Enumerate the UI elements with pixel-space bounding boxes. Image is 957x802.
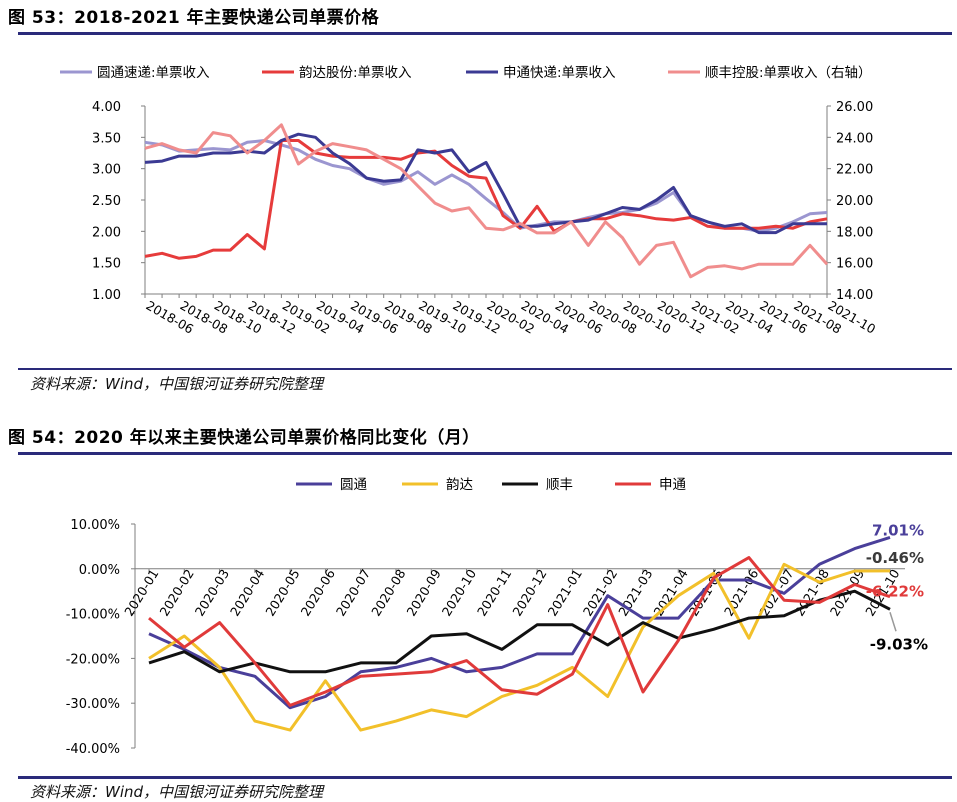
c54-legend-label-1: 韵达 — [446, 477, 473, 493]
c54-end-label-2: -6.22% — [866, 583, 924, 601]
c53-right-tick-label: 24.00 — [836, 131, 873, 146]
figure-53-top-rule — [18, 32, 952, 35]
c53-left-tick-label: 3.00 — [92, 163, 121, 178]
c53-left-tick-label: 4.00 — [92, 100, 121, 115]
c53-right-tick-label: 16.00 — [836, 257, 873, 272]
c54-end-label-0: 7.01% — [872, 521, 924, 539]
c54-y-tick-label: -20.00% — [66, 652, 120, 667]
c53-right-tick-label: 14.00 — [836, 288, 873, 303]
c53-left-tick-label: 2.50 — [92, 194, 121, 209]
figure-54-source: 资料来源：Wind，中国银河证券研究院整理 — [30, 783, 324, 801]
figure-54-bottom-rule — [18, 776, 952, 779]
c53-legend-label-0: 圆通速递:单票收入 — [97, 65, 210, 81]
c53-legend-label-1: 韵达股份:单票收入 — [299, 65, 412, 81]
c53-legend-label-2: 申通快递:单票收入 — [503, 65, 616, 81]
c53-left-tick-label: 2.00 — [92, 225, 121, 240]
chart-54-yoy-change: 10.00%0.00%-10.00%-20.00%-30.00%-40.00%2… — [66, 477, 928, 757]
c53-left-tick-label: 3.50 — [92, 131, 121, 146]
c54-y-tick-label: 10.00% — [70, 518, 120, 533]
c54-y-tick-label: 0.00% — [79, 563, 120, 578]
c53-right-tick-label: 18.00 — [836, 225, 873, 240]
c53-series-line-2 — [144, 132, 827, 235]
c53-left-tick-label: 1.00 — [92, 288, 121, 303]
c54-y-tick-label: -40.00% — [66, 742, 120, 757]
c54-leader-line — [889, 612, 897, 632]
c53-left-tick-label: 1.50 — [92, 257, 121, 272]
c53-series-line-1 — [144, 139, 828, 260]
chart-53-price-per-parcel: 1.00 1.50 2.00 2.50 3.00 3.50 4.00 14.00 16.00 18… — [60, 65, 878, 337]
c54-y-tick-label: -10.00% — [66, 608, 120, 623]
c54-y-tick-label: -30.00% — [66, 697, 120, 712]
c54-series-line-3 — [148, 556, 891, 707]
c53-series-line-3 — [144, 123, 829, 279]
c54-series-line-0 — [148, 535, 891, 710]
c54-legend-label-3: 申通 — [659, 477, 687, 493]
c54-end-label-1: -0.46% — [866, 549, 924, 567]
c53-right-tick-label: 20.00 — [836, 194, 873, 209]
c53-legend-label-3: 顺丰控股:单票收入（右轴） — [705, 65, 872, 81]
figure-53-source: 资料来源：Wind，中国银河证券研究院整理 — [30, 375, 324, 393]
figure-54-top-rule — [18, 452, 952, 455]
c54-series-line-2 — [148, 589, 891, 674]
c53-right-tick-label: 26.00 — [836, 100, 873, 115]
c54-legend-label-0: 圆通 — [340, 477, 367, 493]
c53-right-tick-label: 22.00 — [836, 163, 873, 178]
c54-end-label-3: -9.03% — [870, 635, 928, 653]
c54-legend-label-2: 顺丰 — [546, 477, 573, 493]
figure-53-title: 图 53：2018-2021 年主要快递公司单票价格 — [8, 8, 380, 28]
figure-53-bottom-rule — [18, 368, 952, 370]
figure-54-title: 图 54：2020 年以来主要快递公司单票价格同比变化（月） — [8, 428, 480, 448]
